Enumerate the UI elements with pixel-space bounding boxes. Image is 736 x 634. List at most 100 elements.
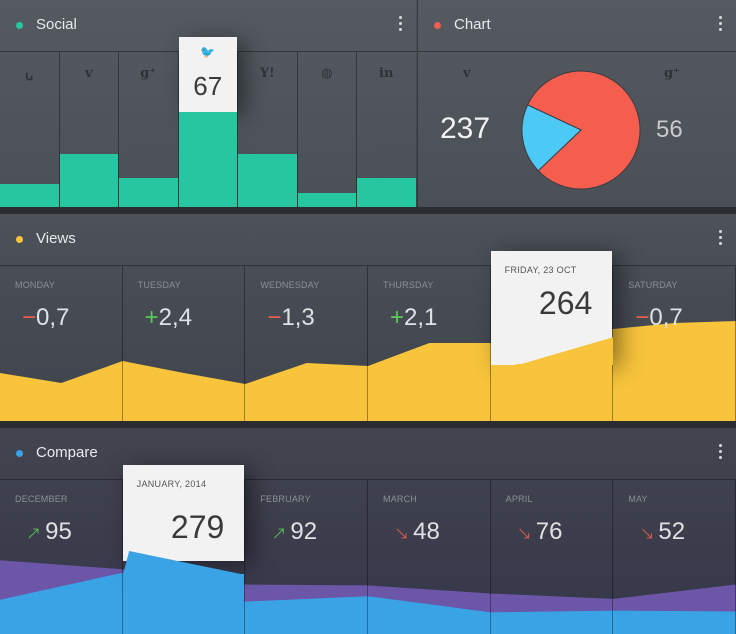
dribbble-icon: ◍: [321, 66, 333, 81]
chart-dot: [434, 22, 441, 29]
yahoo-icon: Y!: [259, 66, 275, 81]
month-label: JANUARY, 2014: [136, 479, 207, 489]
social-column-twitter[interactable]: 🐦 67: [178, 37, 238, 207]
pie-slice-googleplus[interactable]: [521, 104, 582, 172]
day-label: TUESDAY: [137, 280, 181, 290]
social-dot: [16, 22, 23, 29]
trend-sign: +: [390, 304, 405, 331]
chart-more-icon[interactable]: [714, 16, 726, 36]
month-label: MAY: [628, 494, 648, 504]
value-number: 0,7: [36, 304, 70, 331]
pie-right-value: 56: [656, 116, 683, 143]
value-number: 48: [413, 518, 440, 545]
views-card-peak: [517, 337, 614, 365]
views-header: Views: [0, 214, 736, 266]
googleplus-icon: g⁺: [664, 66, 680, 81]
compare-header: Compare: [0, 428, 736, 480]
views-value: −1,3: [267, 304, 314, 332]
compare-column-4[interactable]: APRIL ↘ 76: [491, 480, 614, 634]
bar: [238, 154, 297, 207]
compare-column-5[interactable]: MAY ↘ 52: [613, 480, 736, 634]
views-card-area-peak: [490, 337, 614, 365]
bar: [297, 193, 356, 207]
views-column-5[interactable]: SATURDAY −0,7: [613, 266, 736, 421]
views-column-0[interactable]: MONDAY −0,7: [0, 266, 123, 421]
social-more-icon[interactable]: [394, 16, 406, 36]
value-number: 52: [658, 518, 686, 545]
month-label: MARCH: [383, 494, 417, 504]
compare-column-2[interactable]: FEBRUARY ↗ 92: [245, 480, 368, 634]
value-number: 95: [45, 518, 72, 545]
bar: [0, 183, 59, 207]
value-number: 92: [290, 518, 318, 545]
month-label: APRIL: [505, 494, 533, 504]
vimeo-icon: v: [84, 66, 93, 81]
value-number: 0,7: [649, 304, 683, 331]
bar: [357, 177, 416, 207]
arrow-down-icon: ↘: [394, 523, 410, 543]
compare-card-area: [122, 574, 245, 634]
pie-left-value: 237: [440, 112, 491, 145]
social-column-googleplus[interactable]: g⁺: [119, 52, 179, 207]
views-column-1[interactable]: TUESDAY +2,4: [123, 266, 246, 421]
pie-chart: [521, 70, 641, 190]
compare-column-0[interactable]: DECEMBER ↗ 95: [0, 480, 123, 634]
views-value: 264: [538, 285, 593, 321]
views-column-2[interactable]: WEDNESDAY −1,3: [245, 266, 368, 421]
social-column-vimeo[interactable]: v: [59, 52, 119, 207]
trend-sign: −: [22, 304, 37, 331]
views-card-area: [490, 364, 613, 421]
social-value: 67: [193, 71, 223, 101]
pie-slice-vimeo[interactable]: [526, 70, 641, 190]
compare-title: Compare: [36, 444, 98, 461]
day-label: THURSDAY: [383, 280, 434, 290]
separator: [0, 421, 736, 428]
twitter-icon: 🐦: [200, 45, 216, 59]
views-more-icon[interactable]: [714, 230, 726, 250]
trend-sign: +: [144, 304, 159, 331]
views-value: −0,7: [22, 304, 69, 332]
value-number: 2,4: [158, 304, 193, 331]
views-panel: Views MONDAY −0,7 TUESDAY +2,4 WEDNESDAY −1,3…: [0, 214, 736, 421]
social-column-dribbble[interactable]: ◍: [297, 52, 357, 207]
month-label: DECEMBER: [15, 494, 68, 504]
compare-column-3[interactable]: MARCH ↘ 48: [368, 480, 491, 634]
social-column-linkedin[interactable]: in: [357, 52, 416, 207]
social-column-yahoo[interactable]: Y!: [238, 52, 298, 207]
compare-value: ↗ 95: [26, 518, 72, 546]
chart-title: Chart: [454, 16, 491, 33]
views-title: Views: [36, 230, 76, 247]
social-column-stumbleupon[interactable]: ꭎ: [0, 52, 60, 207]
chart-panel: Chart v g⁺ 237 56: [417, 0, 736, 207]
bar: [119, 177, 178, 207]
value-number: 76: [535, 518, 563, 545]
googleplus-icon: g⁺: [140, 66, 157, 81]
day-label: WEDNESDAY: [260, 280, 320, 290]
compare-panel: Compare DECEMBER ↗ 95 JANUARY, 2014 279 FEBRU…: [0, 428, 736, 634]
stumbleupon-icon: ꭎ: [25, 69, 34, 84]
views-value: +2,1: [390, 304, 437, 332]
chart-header: Chart: [418, 0, 736, 52]
views-value: −0,7: [635, 304, 682, 332]
views-column-4[interactable]: FRIDAY, 23 OCT 264: [490, 251, 614, 421]
views-column-3[interactable]: THURSDAY +2,1: [368, 266, 491, 421]
bar: [178, 112, 237, 207]
month-label: FEBRUARY: [260, 494, 311, 504]
value-number: 1,3: [281, 304, 315, 331]
arrow-down-icon: ↘: [639, 523, 655, 543]
compare-dot: [16, 450, 23, 457]
views-value: +2,4: [145, 304, 192, 332]
trend-sign: −: [267, 304, 282, 331]
linkedin-icon: in: [379, 66, 394, 81]
arrow-up-icon: ↗: [26, 523, 42, 543]
day-label: FRIDAY, 23 OCT: [504, 265, 577, 275]
compare-column-1[interactable]: JANUARY, 2014 279: [122, 465, 246, 634]
compare-value: ↘ 52: [639, 518, 685, 546]
compare-value: ↘ 48: [394, 518, 440, 546]
compare-value: ↘ 76: [517, 518, 563, 546]
compare-more-icon[interactable]: [714, 444, 726, 464]
compare-card-peak: [122, 551, 246, 575]
social-title: Social: [36, 16, 77, 33]
compare-value: ↗ 92: [271, 518, 317, 546]
value-number: 2,1: [404, 304, 438, 331]
